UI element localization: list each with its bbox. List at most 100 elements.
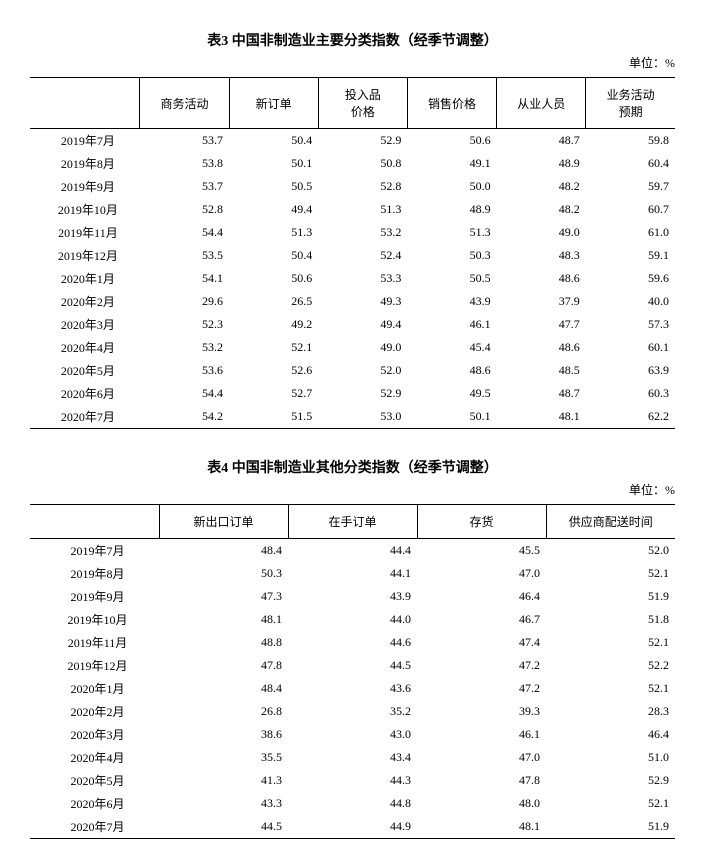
period-cell: 2020年6月 bbox=[30, 382, 140, 405]
value-cell: 54.1 bbox=[140, 267, 229, 290]
table-row: 2019年11月48.844.647.452.1 bbox=[30, 631, 675, 654]
value-cell: 59.7 bbox=[586, 175, 675, 198]
value-cell: 47.0 bbox=[417, 562, 546, 585]
value-cell: 50.1 bbox=[407, 405, 496, 429]
value-cell: 49.4 bbox=[318, 313, 407, 336]
value-cell: 41.3 bbox=[159, 769, 288, 792]
value-cell: 46.1 bbox=[417, 723, 546, 746]
value-cell: 29.6 bbox=[140, 290, 229, 313]
value-cell: 57.3 bbox=[586, 313, 675, 336]
value-cell: 39.3 bbox=[417, 700, 546, 723]
period-cell: 2020年5月 bbox=[30, 769, 159, 792]
value-cell: 49.0 bbox=[497, 221, 586, 244]
value-cell: 48.7 bbox=[497, 382, 586, 405]
table-row: 2020年5月53.652.652.048.648.563.9 bbox=[30, 359, 675, 382]
value-cell: 43.9 bbox=[288, 585, 417, 608]
value-cell: 60.1 bbox=[586, 336, 675, 359]
value-cell: 47.3 bbox=[159, 585, 288, 608]
value-cell: 28.3 bbox=[546, 700, 675, 723]
table4-col3: 存货 bbox=[417, 505, 546, 539]
value-cell: 43.3 bbox=[159, 792, 288, 815]
table-row: 2019年11月54.451.353.251.349.061.0 bbox=[30, 221, 675, 244]
value-cell: 52.0 bbox=[318, 359, 407, 382]
table-row: 2019年10月48.144.046.751.8 bbox=[30, 608, 675, 631]
value-cell: 43.6 bbox=[288, 677, 417, 700]
value-cell: 46.4 bbox=[546, 723, 675, 746]
table4-col-blank bbox=[30, 505, 159, 539]
value-cell: 51.3 bbox=[229, 221, 318, 244]
value-cell: 44.8 bbox=[288, 792, 417, 815]
value-cell: 49.3 bbox=[318, 290, 407, 313]
table3: 商务活动 新订单 投入品 价格 销售价格 从业人员 业务活动 预期 2019年7… bbox=[30, 77, 675, 429]
table3-col3: 投入品 价格 bbox=[318, 78, 407, 129]
period-cell: 2020年3月 bbox=[30, 723, 159, 746]
value-cell: 47.0 bbox=[417, 746, 546, 769]
table4-col2: 在手订单 bbox=[288, 505, 417, 539]
value-cell: 53.7 bbox=[140, 129, 229, 153]
value-cell: 48.6 bbox=[497, 267, 586, 290]
value-cell: 52.0 bbox=[546, 539, 675, 563]
value-cell: 50.6 bbox=[229, 267, 318, 290]
value-cell: 50.0 bbox=[407, 175, 496, 198]
value-cell: 51.9 bbox=[546, 815, 675, 839]
table-row: 2020年2月26.835.239.328.3 bbox=[30, 700, 675, 723]
period-cell: 2019年12月 bbox=[30, 654, 159, 677]
value-cell: 60.4 bbox=[586, 152, 675, 175]
value-cell: 52.8 bbox=[140, 198, 229, 221]
value-cell: 50.4 bbox=[229, 244, 318, 267]
value-cell: 51.8 bbox=[546, 608, 675, 631]
value-cell: 59.8 bbox=[586, 129, 675, 153]
value-cell: 26.5 bbox=[229, 290, 318, 313]
value-cell: 54.4 bbox=[140, 221, 229, 244]
value-cell: 45.5 bbox=[417, 539, 546, 563]
value-cell: 48.2 bbox=[497, 175, 586, 198]
value-cell: 48.5 bbox=[497, 359, 586, 382]
period-cell: 2020年2月 bbox=[30, 290, 140, 313]
value-cell: 48.6 bbox=[407, 359, 496, 382]
value-cell: 50.3 bbox=[159, 562, 288, 585]
value-cell: 48.2 bbox=[497, 198, 586, 221]
value-cell: 48.1 bbox=[497, 405, 586, 429]
value-cell: 48.4 bbox=[159, 677, 288, 700]
period-cell: 2019年8月 bbox=[30, 152, 140, 175]
value-cell: 50.4 bbox=[229, 129, 318, 153]
value-cell: 50.6 bbox=[407, 129, 496, 153]
table-row: 2020年6月43.344.848.052.1 bbox=[30, 792, 675, 815]
value-cell: 48.7 bbox=[497, 129, 586, 153]
value-cell: 38.6 bbox=[159, 723, 288, 746]
value-cell: 50.3 bbox=[407, 244, 496, 267]
value-cell: 50.1 bbox=[229, 152, 318, 175]
period-cell: 2019年8月 bbox=[30, 562, 159, 585]
value-cell: 48.1 bbox=[417, 815, 546, 839]
table3-col-blank bbox=[30, 78, 140, 129]
value-cell: 63.9 bbox=[586, 359, 675, 382]
value-cell: 53.5 bbox=[140, 244, 229, 267]
value-cell: 48.1 bbox=[159, 608, 288, 631]
value-cell: 48.9 bbox=[407, 198, 496, 221]
value-cell: 52.3 bbox=[140, 313, 229, 336]
value-cell: 47.8 bbox=[159, 654, 288, 677]
value-cell: 45.4 bbox=[407, 336, 496, 359]
period-cell: 2019年9月 bbox=[30, 175, 140, 198]
period-cell: 2019年9月 bbox=[30, 585, 159, 608]
value-cell: 48.8 bbox=[159, 631, 288, 654]
value-cell: 26.8 bbox=[159, 700, 288, 723]
value-cell: 53.2 bbox=[140, 336, 229, 359]
table-row: 2020年3月38.643.046.146.4 bbox=[30, 723, 675, 746]
value-cell: 50.5 bbox=[229, 175, 318, 198]
table4-title: 表4 中国非制造业其他分类指数（经季节调整） bbox=[30, 457, 675, 477]
value-cell: 54.4 bbox=[140, 382, 229, 405]
value-cell: 48.6 bbox=[497, 336, 586, 359]
value-cell: 47.8 bbox=[417, 769, 546, 792]
value-cell: 44.5 bbox=[288, 654, 417, 677]
value-cell: 44.5 bbox=[159, 815, 288, 839]
value-cell: 53.0 bbox=[318, 405, 407, 429]
value-cell: 52.1 bbox=[546, 677, 675, 700]
value-cell: 47.2 bbox=[417, 654, 546, 677]
value-cell: 44.3 bbox=[288, 769, 417, 792]
period-cell: 2019年7月 bbox=[30, 539, 159, 563]
value-cell: 48.3 bbox=[497, 244, 586, 267]
table4-col1: 新出口订单 bbox=[159, 505, 288, 539]
table-row: 2019年8月50.344.147.052.1 bbox=[30, 562, 675, 585]
value-cell: 48.4 bbox=[159, 539, 288, 563]
